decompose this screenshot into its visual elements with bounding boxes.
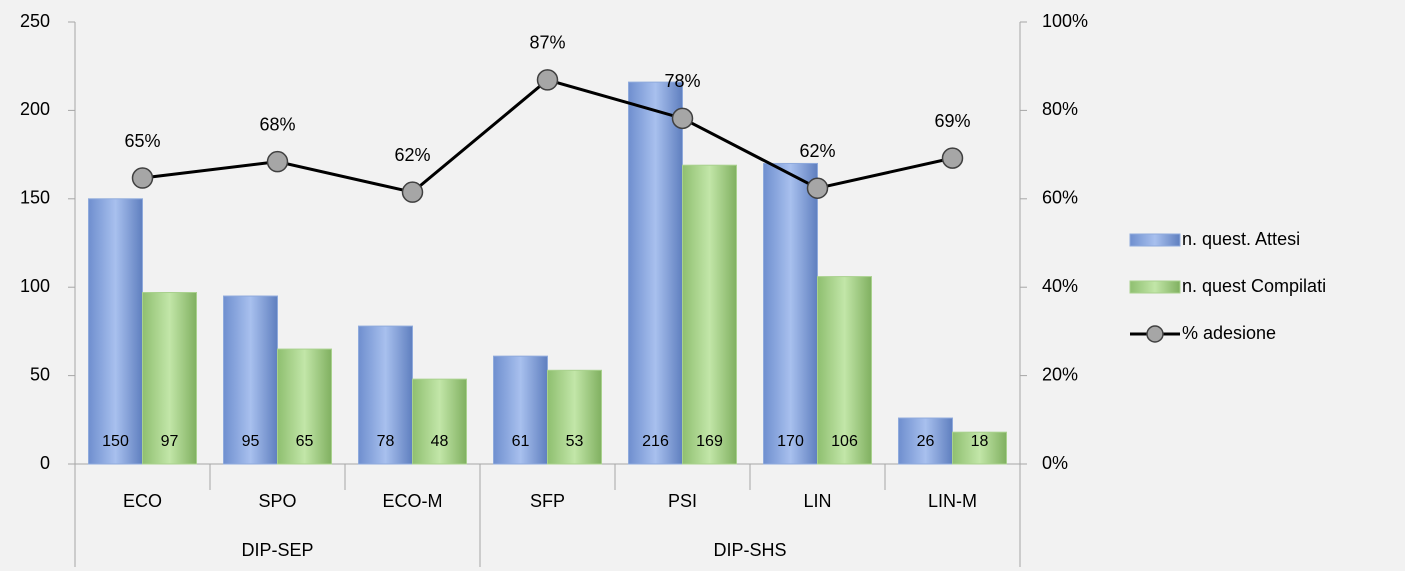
bar <box>952 431 1007 465</box>
bar <box>817 276 872 465</box>
bar <box>277 348 332 465</box>
bar <box>763 162 818 465</box>
data-label: 68% <box>259 114 295 134</box>
legend-label: % adesione <box>1182 323 1276 343</box>
data-label: 216 <box>642 433 669 450</box>
legend-swatch <box>1129 233 1181 247</box>
y-tick-label: 50 <box>30 364 50 384</box>
y2-tick-label: 20% <box>1042 364 1078 384</box>
x-tick-label: LIN <box>803 491 831 511</box>
data-label: 87% <box>529 33 565 53</box>
legend-swatch <box>1129 280 1181 294</box>
x-tick-label: LIN-M <box>928 491 977 511</box>
data-label: 65% <box>124 131 160 151</box>
bar <box>682 164 737 465</box>
x-tick-label: PSI <box>668 491 697 511</box>
bar <box>493 355 548 465</box>
bar <box>358 325 413 465</box>
data-label: 78% <box>664 71 700 91</box>
y-tick-label: 250 <box>20 11 50 31</box>
data-label: 18 <box>971 433 989 450</box>
y2-tick-label: 0% <box>1042 453 1068 473</box>
y2-tick-label: 100% <box>1042 11 1088 31</box>
data-label: 169 <box>696 433 723 450</box>
line-marker <box>131 167 154 189</box>
legend-marker <box>1146 325 1164 343</box>
data-label: 106 <box>831 433 858 450</box>
group-label: DIP-SEP <box>241 540 313 560</box>
x-tick-label: SFP <box>530 491 565 511</box>
bar <box>547 369 602 465</box>
bar <box>142 292 197 465</box>
bar <box>412 378 467 465</box>
data-label: 97 <box>161 433 179 450</box>
bar <box>628 81 683 465</box>
line-marker <box>401 181 424 203</box>
line-marker <box>266 150 289 173</box>
bar <box>88 198 143 465</box>
line-marker <box>806 177 829 199</box>
group-label: DIP-SHS <box>713 540 786 560</box>
line <box>142 78 953 194</box>
y-tick-label: 150 <box>20 188 50 208</box>
data-label: 62% <box>799 141 835 161</box>
x-tick-label: ECO-M <box>383 491 443 511</box>
y-tick-label: 0 <box>40 453 50 473</box>
data-label: 69% <box>934 111 970 131</box>
data-label: 53 <box>566 433 584 450</box>
data-label: 78 <box>377 433 395 450</box>
data-label: 150 <box>102 433 129 450</box>
data-label: 48 <box>431 433 449 450</box>
data-label: 61 <box>512 433 530 450</box>
legend-label: n. quest Compilati <box>1182 276 1326 296</box>
x-tick-label: ECO <box>123 491 162 511</box>
data-label: 65 <box>296 433 314 450</box>
data-label: 95 <box>242 433 260 450</box>
data-label: 26 <box>917 433 935 450</box>
legend-label: n. quest. Attesi <box>1182 229 1300 249</box>
line-marker <box>941 147 964 169</box>
line-marker <box>536 69 559 91</box>
y2-tick-label: 80% <box>1042 99 1078 119</box>
data-label: 170 <box>777 433 804 450</box>
data-label: 62% <box>394 145 430 165</box>
bar <box>898 417 953 465</box>
y-tick-label: 100 <box>20 276 50 296</box>
y2-tick-label: 60% <box>1042 188 1078 208</box>
line-marker <box>671 107 694 130</box>
y-tick-label: 200 <box>20 99 50 119</box>
x-tick-label: SPO <box>258 491 296 511</box>
y2-tick-label: 40% <box>1042 276 1078 296</box>
